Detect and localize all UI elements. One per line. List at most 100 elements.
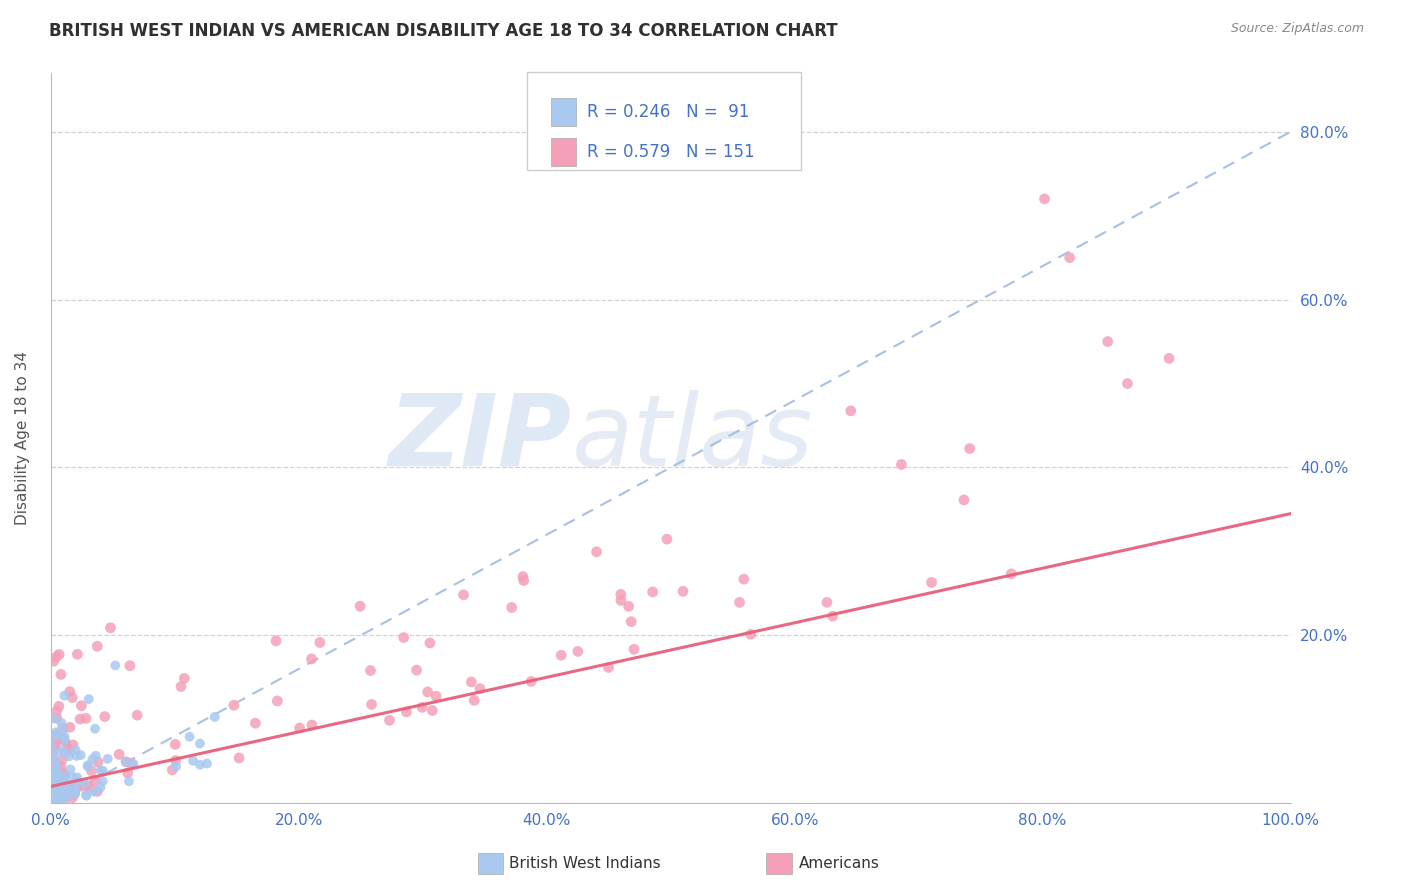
Point <box>222 698 245 713</box>
Point <box>90 764 112 778</box>
Point <box>56 789 79 804</box>
Point <box>42 795 65 809</box>
Point <box>77 758 100 772</box>
Point <box>349 599 371 614</box>
Point <box>44 776 66 790</box>
Point <box>41 768 63 782</box>
Point <box>51 731 73 746</box>
Point <box>60 790 83 805</box>
Point <box>49 786 72 800</box>
Point <box>45 788 67 802</box>
Point <box>44 739 66 754</box>
Point <box>100 621 122 635</box>
Point <box>245 716 267 731</box>
Y-axis label: Disability Age 18 to 34: Disability Age 18 to 34 <box>15 351 30 525</box>
Point <box>42 786 65 800</box>
Point <box>44 795 66 809</box>
Point <box>173 672 195 686</box>
Point <box>89 780 111 795</box>
Point <box>53 745 76 759</box>
Point <box>188 737 211 751</box>
Point <box>460 675 482 690</box>
Point <box>45 754 67 768</box>
Point <box>610 587 633 601</box>
Point <box>44 788 66 802</box>
Point <box>405 663 427 677</box>
Point <box>501 600 523 615</box>
Point <box>94 709 117 723</box>
Point <box>301 652 323 666</box>
Point <box>42 744 65 758</box>
Point <box>60 782 83 797</box>
Point <box>48 765 70 780</box>
Point <box>41 773 63 788</box>
Point <box>41 788 63 802</box>
Point <box>55 782 77 797</box>
Point <box>84 748 107 763</box>
Point <box>46 783 69 797</box>
Point <box>41 789 63 804</box>
Point <box>266 694 288 708</box>
Text: Source: ZipAtlas.com: Source: ZipAtlas.com <box>1230 22 1364 36</box>
Point <box>45 767 67 781</box>
Point <box>672 584 695 599</box>
Point <box>425 690 447 704</box>
Point <box>69 712 91 726</box>
Point <box>72 779 94 793</box>
Point <box>51 732 73 747</box>
Point <box>41 772 63 786</box>
Point <box>416 685 439 699</box>
Point <box>44 785 66 799</box>
Point <box>165 759 187 773</box>
Point <box>513 574 536 588</box>
Point <box>890 458 912 472</box>
Point <box>53 730 76 744</box>
Point <box>46 777 69 791</box>
Point <box>921 575 943 590</box>
Point <box>52 786 75 800</box>
Point <box>42 792 65 806</box>
Point <box>52 721 75 735</box>
Point <box>170 680 193 694</box>
Point <box>49 667 72 681</box>
Point <box>45 786 67 800</box>
Point <box>1033 192 1056 206</box>
Point <box>45 729 67 743</box>
Point <box>815 595 838 609</box>
Point <box>360 698 382 712</box>
Point <box>42 788 65 802</box>
Point <box>49 781 72 796</box>
Point <box>45 756 67 771</box>
Text: Americans: Americans <box>799 856 880 871</box>
Point <box>49 794 72 808</box>
Point <box>51 723 73 738</box>
Point <box>188 757 211 772</box>
Point <box>520 674 543 689</box>
Point <box>118 774 141 789</box>
Point <box>53 769 76 783</box>
Point <box>411 700 433 714</box>
Point <box>301 718 323 732</box>
Point <box>1059 251 1081 265</box>
Point <box>86 784 108 798</box>
Point <box>617 599 640 614</box>
Point <box>76 759 98 773</box>
Point <box>39 773 62 788</box>
Point <box>41 780 63 795</box>
Point <box>67 780 90 794</box>
Point <box>51 716 73 731</box>
Point <box>42 780 65 795</box>
Point <box>44 735 66 749</box>
Point <box>53 791 76 805</box>
Point <box>62 770 84 784</box>
Point <box>53 785 76 799</box>
Point <box>419 636 441 650</box>
Point <box>51 765 73 780</box>
Point <box>42 756 65 771</box>
Point <box>48 773 70 788</box>
Point <box>49 792 72 806</box>
Point <box>59 763 82 777</box>
Point <box>63 787 86 801</box>
Point <box>39 776 62 790</box>
Point <box>42 654 65 668</box>
